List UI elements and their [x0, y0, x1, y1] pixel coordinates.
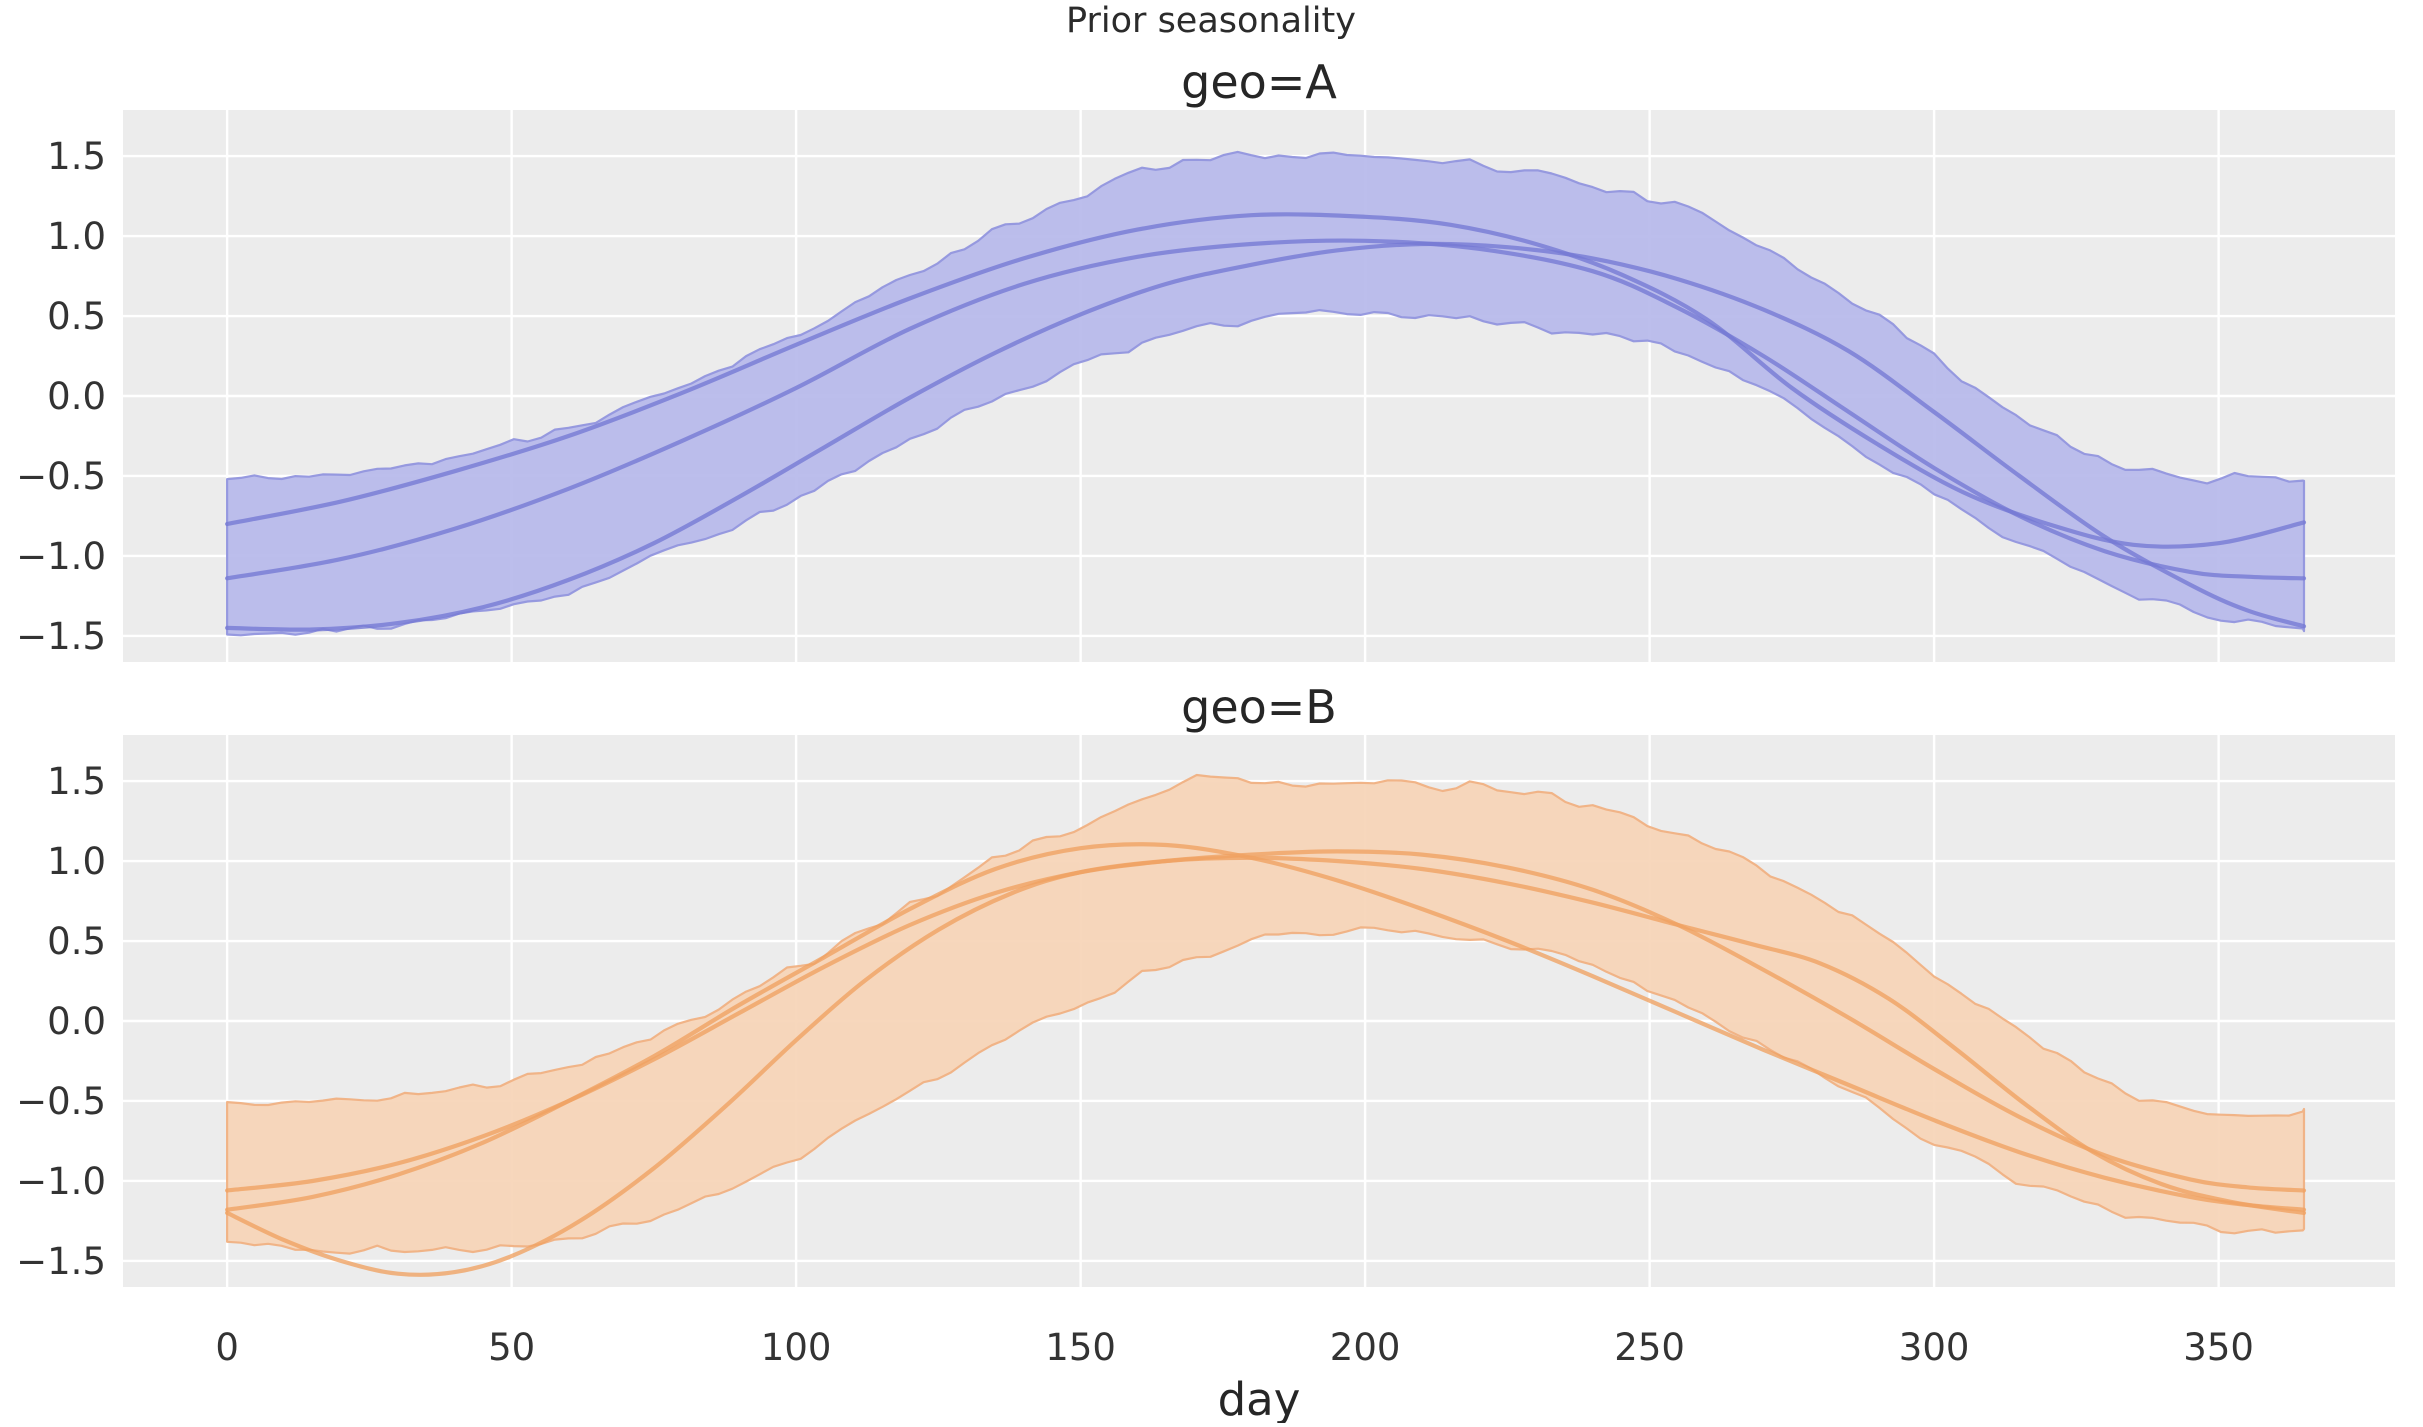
- y-tick-label: 1.0: [47, 840, 106, 883]
- panel-geo-a: 1.5 1.0 0.5 0.0 −0.5 −1.0 −1.5: [16, 110, 2395, 662]
- prior-sample-line-2: [225, 238, 2307, 581]
- y-tick-label: 0.0: [47, 1000, 106, 1043]
- y-tick-label: −1.0: [16, 535, 106, 578]
- x-tick-label: 250: [1614, 1326, 1685, 1369]
- y-tick-label: 0.0: [47, 375, 106, 418]
- y-tick-label: −1.5: [16, 615, 106, 658]
- y-tick-label: −1.0: [16, 1160, 106, 1203]
- x-tick-label: 100: [761, 1326, 832, 1369]
- x-tick-label: 300: [1899, 1326, 1970, 1369]
- x-tick-label: 0: [215, 1326, 239, 1369]
- panels-container: 1.5 1.0 0.5 0.0 −0.5 −1.0 −1.5 1.5 1.0 0.5 0.0 −0.5…: [16, 110, 2395, 1369]
- prior-sample-line-2: [225, 842, 2307, 1212]
- y-tick-label: 0.5: [47, 295, 106, 338]
- y-tick-label: 1.0: [47, 215, 106, 258]
- figure-title: Prior seasonality: [1066, 1, 1356, 41]
- panel-b-title: geo=B: [1181, 680, 1337, 734]
- y-tick-label: 1.5: [47, 760, 106, 803]
- y-tick-label: 1.5: [47, 135, 106, 178]
- x-tick-label: 150: [1045, 1326, 1116, 1369]
- prior-sample-line-3: [225, 241, 2307, 632]
- y-tick-label: −0.5: [16, 1080, 106, 1123]
- y-tick-label: −1.5: [16, 1240, 106, 1283]
- panel-geo-b: 1.5 1.0 0.5 0.0 −0.5 −1.0 −1.5: [16, 735, 2395, 1287]
- panel-a-title: geo=A: [1181, 55, 1337, 109]
- y-tick-label: −0.5: [16, 455, 106, 498]
- x-tick-label: 50: [488, 1326, 535, 1369]
- prior-sample-line-1: [225, 212, 2307, 549]
- prior-sample-line-3: [225, 855, 2307, 1277]
- x-tick-label: 200: [1330, 1326, 1401, 1369]
- x-tick-label: 350: [2183, 1326, 2254, 1369]
- uncertainty-band: [226, 150, 2306, 637]
- x-axis-label: day: [1218, 1373, 1301, 1423]
- y-tick-label: 0.5: [47, 920, 106, 963]
